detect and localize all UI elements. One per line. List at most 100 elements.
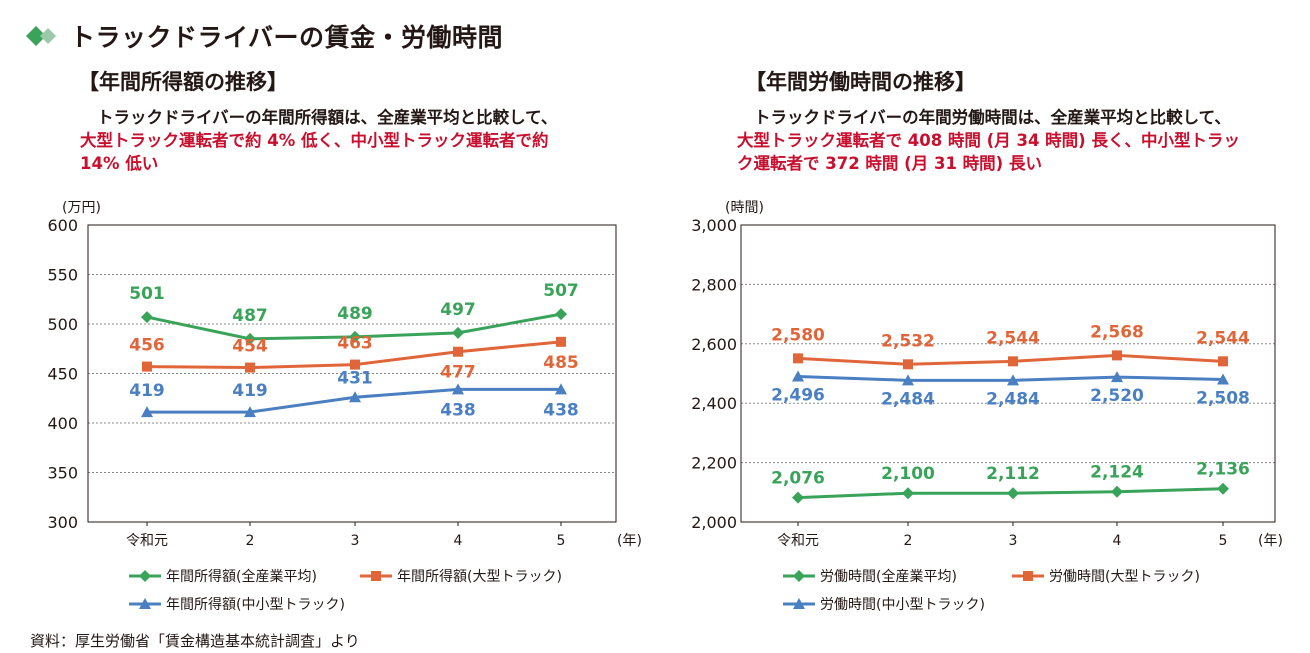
income-x-unit-label: (年) [617, 533, 642, 549]
income-series-large-data-label: 477 [440, 363, 476, 383]
hours-series-all-data-label: 2,076 [771, 469, 825, 489]
page-title: トラックドライバーの賃金・労働時間 [70, 23, 504, 52]
hours-legend-all-marker [793, 570, 805, 582]
left-desc-line-1: トラックドライバーの年間所得額は、全産業平均と比較して、 [97, 108, 558, 127]
income-series-all-point [555, 308, 567, 321]
income-series-large-data-label: 485 [543, 353, 579, 373]
hours-x-unit-label: (年) [1258, 533, 1283, 549]
hours-series-all-point [902, 487, 914, 500]
income-series-all-point [452, 326, 464, 339]
hours-series-small-data-label: 2,484 [881, 389, 935, 409]
income-series-small-data-label: 419 [129, 381, 165, 401]
income-series-all-point [349, 330, 361, 343]
income-series-small-point [141, 406, 153, 418]
income-y-unit-label: (万円) [62, 200, 101, 216]
hours-series-large-point [1218, 356, 1228, 367]
right-panel-heading: 【年間労働時間の推移】 [745, 70, 976, 94]
income-series-large-point [245, 362, 255, 373]
diamond-bullet-icon [26, 26, 56, 46]
hours-legend-all-label: 労働時間(全産業平均) [820, 568, 957, 585]
income-series-large-point [350, 359, 360, 370]
income-series-large-data-label: 463 [337, 334, 373, 354]
hours-series-large-point [1008, 356, 1018, 367]
right-desc-line-1: トラックドライバーの年間労働時間は、全産業平均と比較して、 [754, 108, 1231, 127]
income-series-small-point [244, 406, 256, 418]
income-x-tick-label: 5 [557, 533, 566, 549]
income-legend-small-marker [139, 598, 151, 609]
income-series-large-point [142, 361, 152, 372]
hours-y-tick-label: 2,800 [691, 275, 737, 294]
income-series-large-data-label: 454 [232, 337, 268, 357]
income-legend-all-label: 年間所得額(全産業平均) [166, 568, 317, 585]
hours-series-large-data-label: 2,532 [881, 331, 935, 351]
hours-series-small-point [1007, 374, 1019, 386]
right-desc-line-2: 大型トラック運転者で 408 時間 (月 34 時間) 長く、中小型トラッ [737, 131, 1240, 150]
hours-series-large-data-label: 2,580 [771, 325, 825, 345]
income-legend-all-marker [139, 570, 151, 582]
hours-y-tick-label: 2,200 [691, 454, 737, 473]
income-y-tick-label: 600 [47, 216, 78, 235]
hours-series-all-data-label: 2,100 [881, 464, 935, 484]
hours-series-all-data-label: 2,136 [1196, 460, 1250, 480]
income-series-all-point [141, 311, 153, 324]
hours-series-small-data-label: 2,508 [1196, 388, 1250, 408]
hours-series-small-point [1217, 373, 1229, 385]
hours-series-small-point [902, 374, 914, 386]
hours-series-all-data-label: 2,112 [986, 464, 1040, 484]
hours-series-small-data-label: 2,484 [986, 389, 1040, 409]
hours-x-tick-label: 3 [1009, 533, 1018, 549]
hours-x-tick-label: 令和元 [777, 533, 819, 549]
hours-legend-small-label: 労働時間(中小型トラック) [820, 597, 985, 613]
hours-y-unit-label: (時間) [725, 200, 764, 216]
hours-y-tick-label: 2,000 [691, 513, 737, 532]
income-x-tick-label: 令和元 [126, 533, 168, 549]
hours-legend-small-marker [793, 598, 805, 609]
hours-series-small-point [1111, 371, 1123, 383]
hours-series-large-data-label: 2,568 [1090, 322, 1144, 342]
income-series-all-data-label: 497 [440, 300, 476, 320]
income-series-all-data-label: 507 [543, 281, 579, 301]
hours-y-tick-label: 2,400 [691, 394, 737, 413]
income-y-tick-label: 400 [47, 414, 78, 433]
page-title-row: トラックドライバーの賃金・労働時間 [26, 18, 503, 54]
left-desc-line-3: 14% 低い [80, 154, 159, 173]
hours-series-all-point [1217, 482, 1229, 495]
hours-series-large-data-label: 2,544 [986, 328, 1040, 348]
left-panel-description: トラックドライバーの年間所得額は、全産業平均と比較して、 大型トラック運転者で約… [80, 106, 557, 175]
income-y-tick-label: 500 [47, 315, 78, 334]
hours-series-small-point [792, 370, 804, 382]
hours-x-tick-label: 5 [1219, 533, 1228, 549]
income-series-all-data-label: 489 [337, 304, 373, 324]
right-desc-line-3: ク運転者で 372 時間 (月 31 時間) 長い [737, 154, 1042, 173]
income-plot-frame [87, 224, 617, 523]
income-series-large-point [556, 336, 566, 347]
income-series-small-data-label: 419 [232, 381, 268, 401]
left-panel-heading: 【年間所得額の推移】 [78, 70, 288, 94]
income-y-tick-label: 450 [47, 365, 78, 384]
hours-series-all-point [1111, 485, 1123, 498]
income-series-small-data-label: 438 [440, 400, 476, 420]
hours-series-all-point [792, 491, 804, 504]
hours-y-tick-label: 2,600 [691, 335, 737, 354]
hours-series-large-point [793, 353, 803, 364]
income-series-all-point [244, 332, 256, 345]
income-y-tick-label: 300 [47, 513, 78, 532]
income-series-large-data-label: 456 [129, 336, 165, 356]
income-x-tick-label: 2 [246, 533, 255, 549]
income-y-tick-label: 550 [47, 266, 78, 285]
income-y-tick-label: 350 [47, 464, 78, 483]
income-series-small-data-label: 438 [543, 400, 579, 420]
hours-legend-large-marker [1023, 571, 1033, 581]
hours-x-tick-label: 4 [1113, 533, 1122, 549]
hours-series-small-data-label: 2,496 [771, 385, 825, 405]
income-x-tick-label: 4 [454, 533, 463, 549]
income-series-small-point [452, 383, 464, 395]
hours-series-large-point [903, 359, 913, 370]
income-series-small-point [555, 383, 567, 395]
income-series-large-point [453, 346, 463, 357]
hours-x-tick-label: 2 [904, 533, 913, 549]
income-series-all-data-label: 487 [232, 306, 268, 326]
income-series-small-data-label: 431 [337, 368, 373, 388]
left-desc-line-2: 大型トラック運転者で約 4% 低く、中小型トラック運転者で約 [80, 131, 549, 150]
